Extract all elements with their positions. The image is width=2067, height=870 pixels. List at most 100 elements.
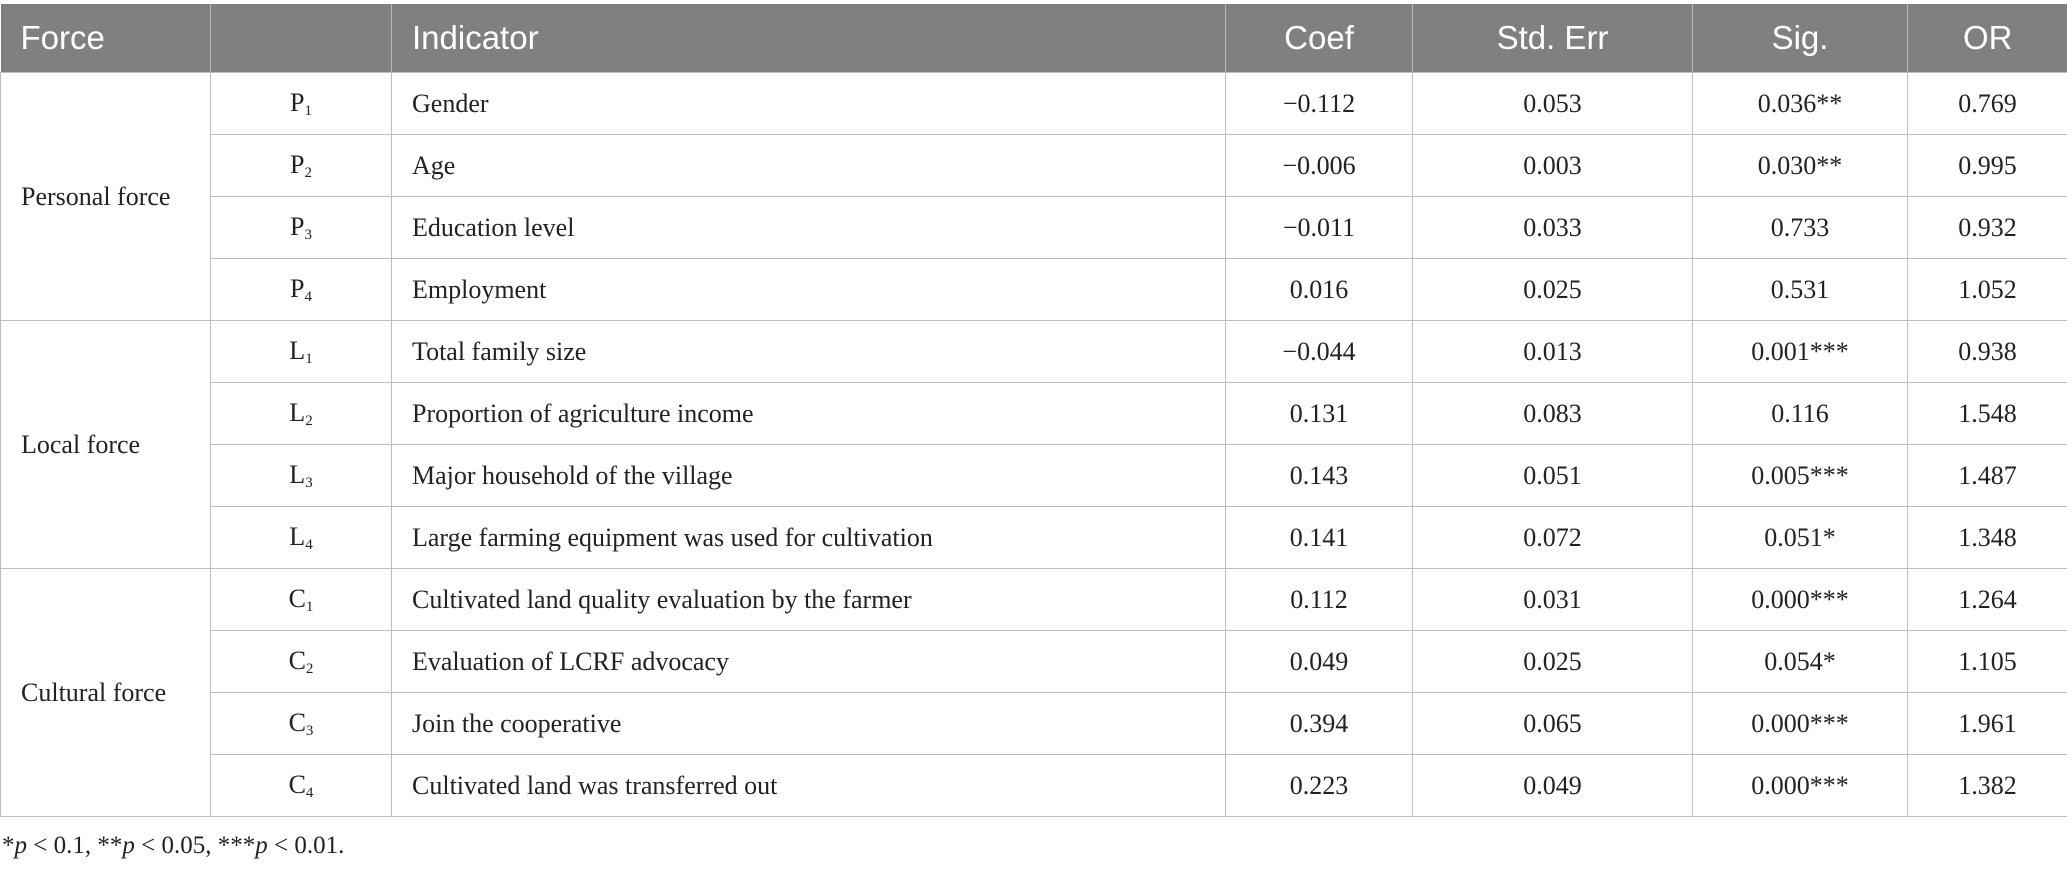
indicator-code: C1: [210, 568, 392, 631]
code-subscript: 3: [305, 474, 313, 491]
code-letter: P: [290, 211, 305, 241]
code-letter: L: [289, 521, 306, 551]
significance-footnote: *p < 0.1, **p < 0.05, ***p < 0.01.: [2, 832, 344, 860]
indicator-code: P3: [210, 196, 392, 259]
table-row: P3 Education level −0.011 0.033 0.733 0.932: [1, 196, 2067, 259]
or-cell: 1.382: [1907, 754, 2067, 817]
indicator-name: Cultivated land quality evaluation by th…: [391, 568, 1226, 631]
indicator-name: Major household of the village: [391, 444, 1226, 507]
table-row: C3 Join the cooperative 0.394 0.065 0.000***…: [1, 692, 2067, 755]
header-coef: Coef: [1225, 4, 1413, 73]
table-row: L3 Major household of the village 0.143 0.0…: [1, 444, 2067, 507]
table-row: L2 Proportion of agriculture income 0.131 0…: [1, 382, 2067, 445]
std-err-cell: 0.083: [1412, 382, 1693, 445]
sig-cell: 0.051*: [1692, 506, 1908, 569]
code-letter: C: [288, 645, 306, 675]
or-cell: 1.487: [1907, 444, 2067, 507]
std-err-cell: 0.053: [1412, 72, 1693, 135]
indicator-name: Education level: [391, 196, 1226, 259]
table-row: P2 Age −0.006 0.003 0.030** 0.995: [1, 134, 2067, 197]
code-letter: P: [290, 273, 305, 303]
indicator-code: L3: [210, 444, 392, 507]
or-cell: 1.264: [1907, 568, 2067, 631]
indicator-code: C4: [210, 754, 392, 817]
coef-cell: 0.143: [1225, 444, 1413, 507]
code-letter: L: [289, 459, 306, 489]
indicator-name: Employment: [391, 258, 1226, 321]
coef-cell: 0.016: [1225, 258, 1413, 321]
header-sig: Sig.: [1692, 4, 1908, 73]
indicator-code: P1: [210, 72, 392, 135]
coef-cell: −0.112: [1225, 72, 1413, 135]
coef-cell: −0.044: [1225, 320, 1413, 383]
std-err-cell: 0.072: [1412, 506, 1693, 569]
regression-results-table: Force Indicator Coef Std. Err Sig. OR Pe…: [0, 4, 2067, 817]
coef-cell: 0.141: [1225, 506, 1413, 569]
code-subscript: 4: [305, 784, 314, 801]
code-letter: L: [289, 397, 306, 427]
code-subscript: 1: [305, 350, 313, 367]
sig-cell: 0.000***: [1692, 692, 1908, 755]
force-group-cell: Personal force: [0, 72, 211, 321]
indicator-code: P2: [210, 134, 392, 197]
code-subscript: 4: [304, 288, 312, 305]
footnote-part: < 0.05, ***: [134, 832, 256, 859]
coef-cell: 0.223: [1225, 754, 1413, 817]
table-body: Personal force P1 Gender −0.112 0.053 0.036**…: [0, 72, 2067, 817]
sig-cell: 0.531: [1692, 258, 1908, 321]
header-std-err: Std. Err: [1412, 4, 1693, 73]
sig-cell: 0.000***: [1692, 754, 1908, 817]
footnote-p-symbol: p: [255, 832, 268, 859]
indicator-code: L2: [210, 382, 392, 445]
footnote-part: < 0.01.: [267, 832, 345, 859]
indicator-code: C2: [210, 630, 392, 693]
table-row: P4 Employment 0.016 0.025 0.531 1.052: [1, 258, 2067, 321]
footnote-p-symbol: p: [122, 832, 135, 859]
std-err-cell: 0.013: [1412, 320, 1693, 383]
force-group-cell: Cultural force: [0, 568, 211, 817]
table-row: Cultural force C1 Cultivated land quality …: [0, 568, 2067, 817]
indicator-name: Age: [391, 134, 1226, 197]
std-err-cell: 0.065: [1412, 692, 1693, 755]
indicator-code: C3: [210, 692, 392, 755]
footnote-part: *: [2, 832, 15, 859]
coef-cell: 0.394: [1225, 692, 1413, 755]
sig-cell: 0.000***: [1692, 568, 1908, 631]
code-letter: P: [290, 87, 305, 117]
table-row: Personal force P1 Gender −0.112 0.053 0.036**…: [0, 72, 2067, 321]
table-row: L4 Large farming equipment was used for c…: [1, 506, 2067, 569]
code-subscript: 2: [304, 164, 312, 181]
std-err-cell: 0.025: [1412, 258, 1693, 321]
code-letter: C: [288, 583, 306, 613]
code-letter: C: [288, 707, 306, 737]
force-group-cell: Local force: [0, 320, 211, 569]
code-subscript: 3: [304, 226, 312, 243]
coef-cell: −0.006: [1225, 134, 1413, 197]
code-subscript: 2: [305, 412, 313, 429]
code-subscript: 4: [305, 536, 313, 553]
indicator-code: L1: [210, 320, 392, 383]
header-code: [210, 4, 392, 73]
code-subscript: 3: [305, 722, 314, 739]
indicator-code: L4: [210, 506, 392, 569]
table-row: C4 Cultivated land was transferred out 0.2…: [1, 754, 2067, 817]
std-err-cell: 0.025: [1412, 630, 1693, 693]
coef-cell: 0.131: [1225, 382, 1413, 445]
sig-cell: 0.001***: [1692, 320, 1908, 383]
code-subscript: 2: [305, 660, 314, 677]
or-cell: 1.052: [1907, 258, 2067, 321]
or-cell: 0.769: [1907, 72, 2067, 135]
or-cell: 0.938: [1907, 320, 2067, 383]
header-indicator: Indicator: [391, 4, 1226, 73]
indicator-name: Total family size: [391, 320, 1226, 383]
or-cell: 1.961: [1907, 692, 2067, 755]
indicator-name: Join the cooperative: [391, 692, 1226, 755]
or-cell: 1.348: [1907, 506, 2067, 569]
or-cell: 0.932: [1907, 196, 2067, 259]
indicator-name: Cultivated land was transferred out: [391, 754, 1226, 817]
coef-cell: 0.049: [1225, 630, 1413, 693]
indicator-code: P4: [210, 258, 392, 321]
std-err-cell: 0.031: [1412, 568, 1693, 631]
sig-cell: 0.005***: [1692, 444, 1908, 507]
code-letter: C: [288, 769, 306, 799]
